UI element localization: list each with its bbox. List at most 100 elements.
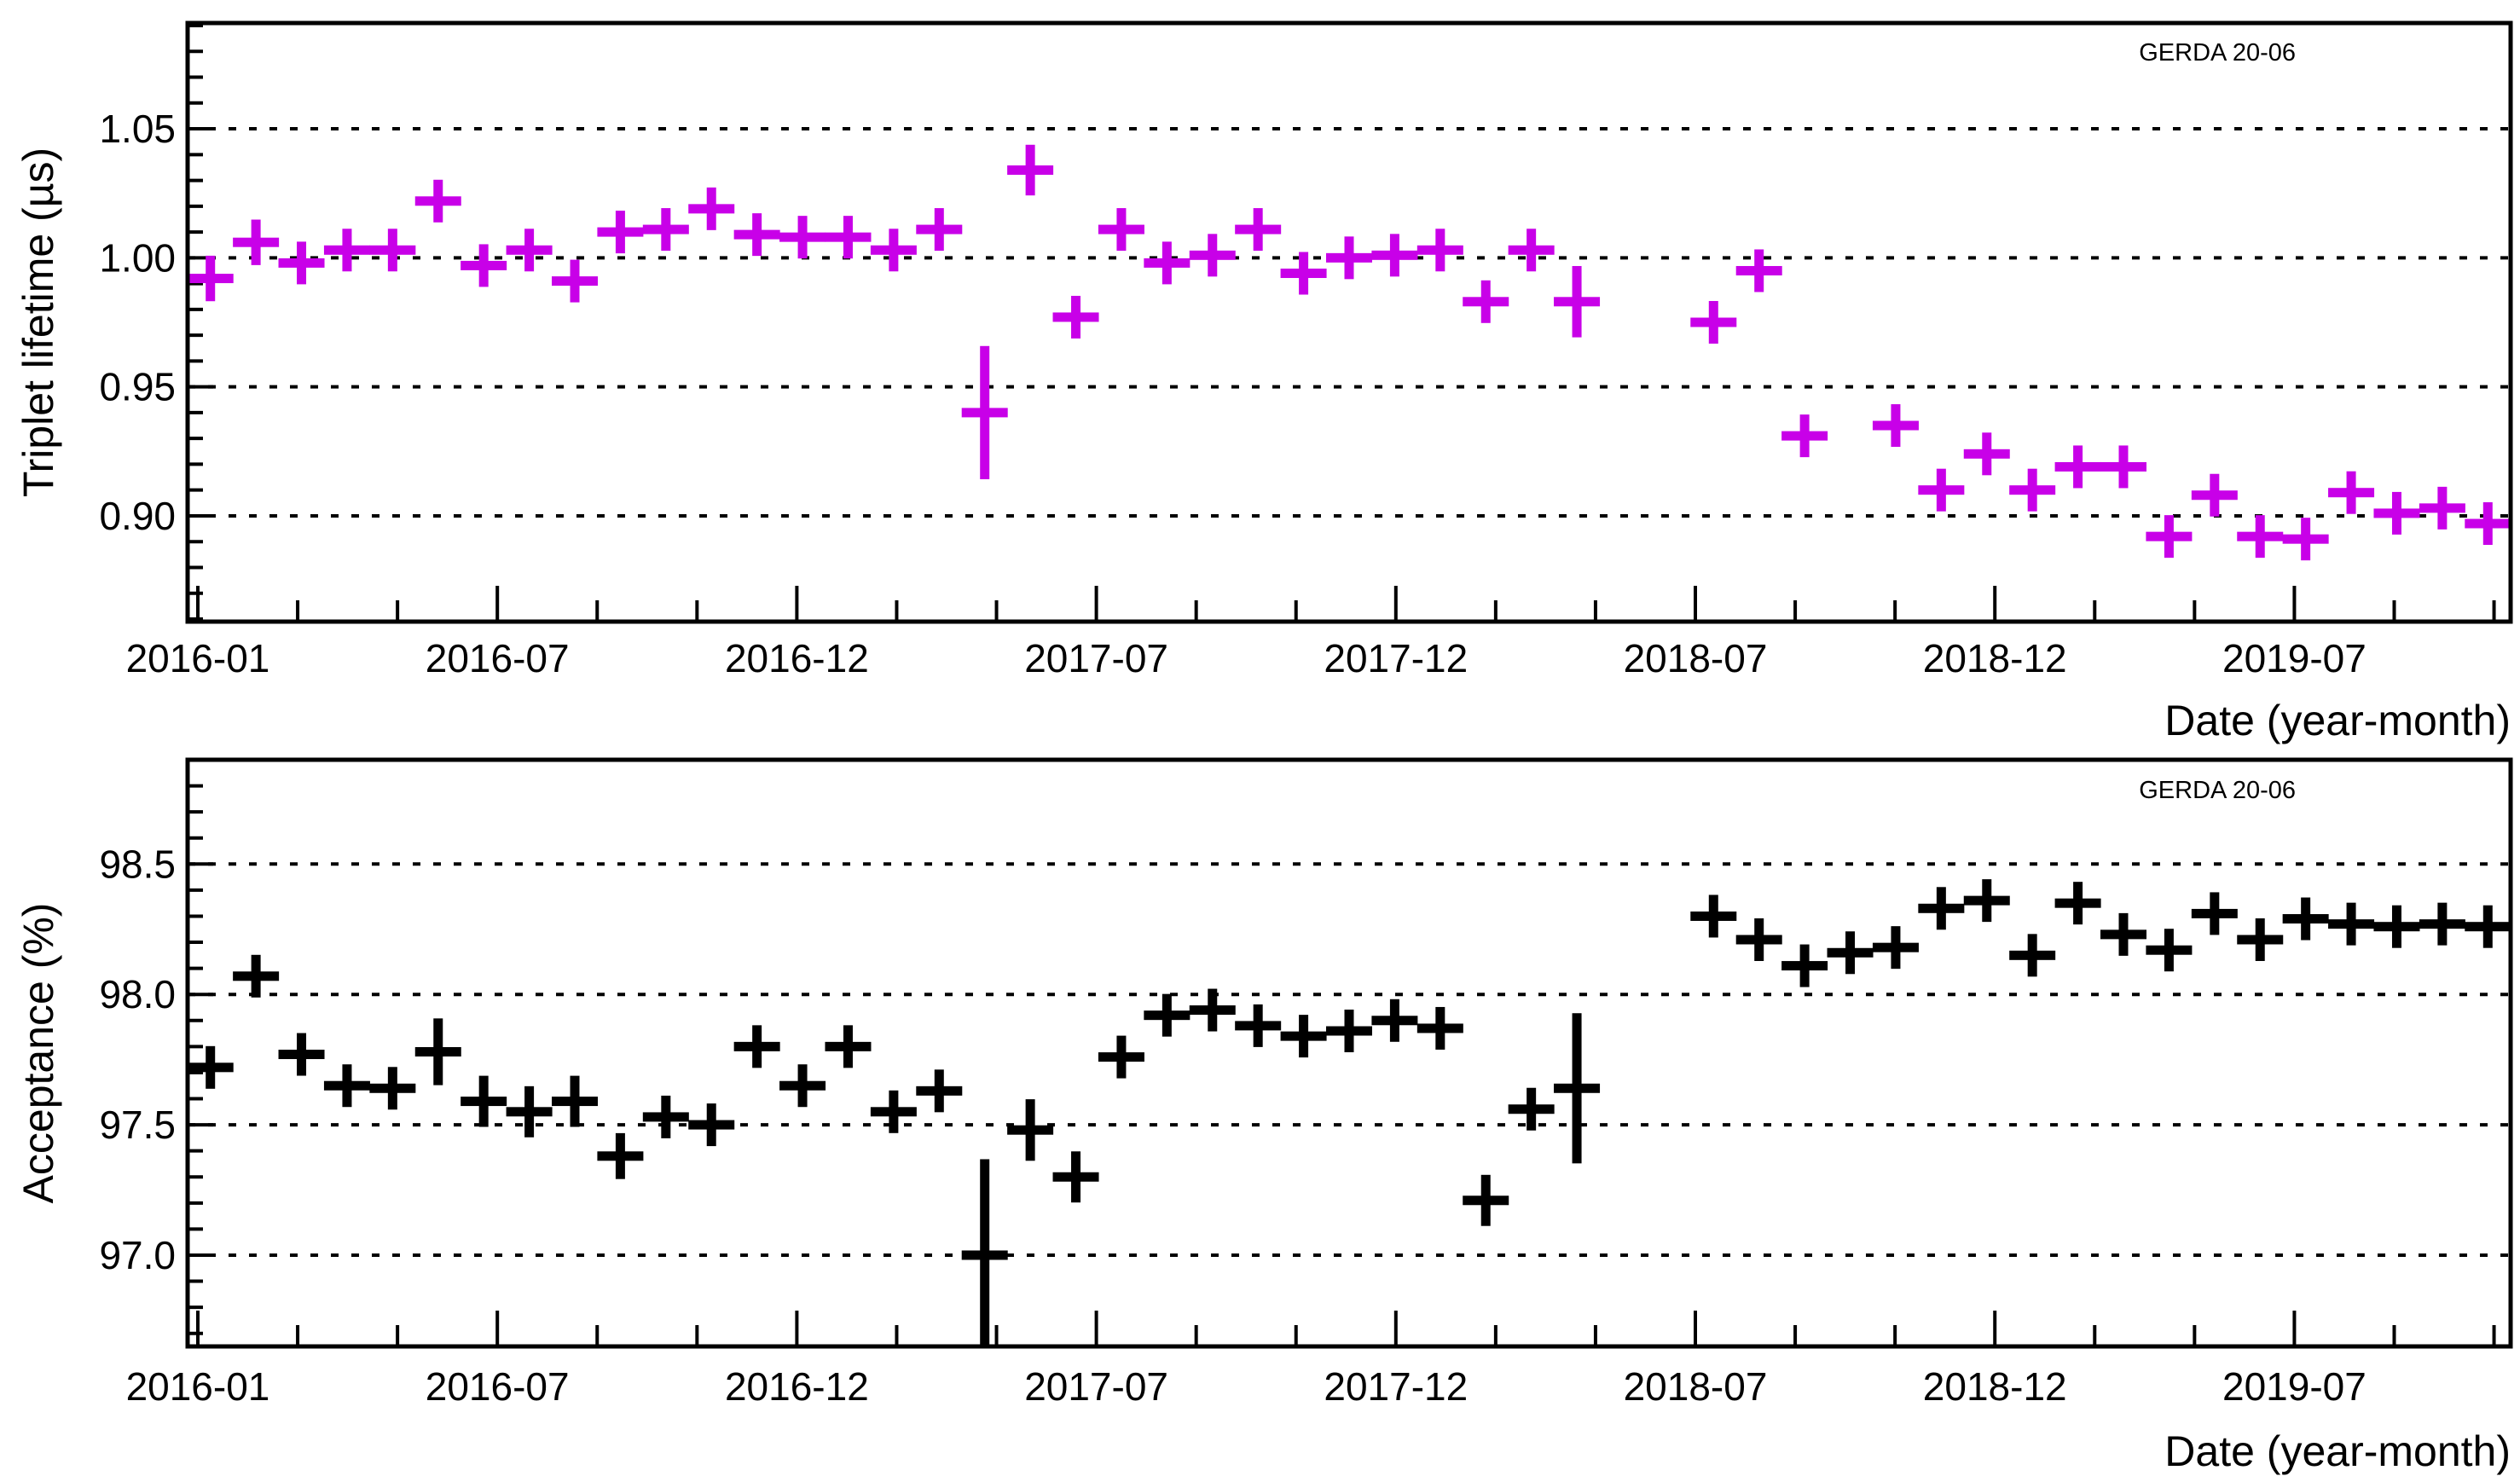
data-point xyxy=(552,1075,598,1127)
data-point xyxy=(188,1045,234,1089)
y-error-bar xyxy=(843,1025,853,1068)
y-error-bar xyxy=(2391,905,2401,948)
y-error-bar xyxy=(342,229,352,272)
data-point xyxy=(278,1033,325,1076)
data-point xyxy=(323,1064,370,1108)
y-error-bar xyxy=(2482,502,2493,546)
data-point xyxy=(916,1069,963,1113)
y-error-bar xyxy=(889,1090,899,1133)
data-point xyxy=(2100,912,2146,956)
data-point xyxy=(597,1132,644,1179)
y-error-bar xyxy=(1936,887,1946,930)
data-point xyxy=(1280,1015,1327,1058)
y-error-bar xyxy=(297,241,307,285)
y-error-bar xyxy=(1480,1174,1491,1226)
lifetime-y-axis-title: Triplet lifetime (µs) xyxy=(14,148,62,497)
y-error-bar xyxy=(1389,234,1399,277)
data-point xyxy=(1463,1174,1509,1226)
data-point xyxy=(2419,486,2465,530)
acceptance-panel: 97.0 97.5 98.0 98.5 2016-01 2016-07 2016-12 201… xyxy=(99,757,2513,1409)
y-tick-label: 0.95 xyxy=(99,365,176,409)
data-point xyxy=(1189,988,1236,1032)
x-tick-label: 2019-07 xyxy=(2222,1364,2366,1409)
data-point xyxy=(233,954,280,998)
data-point xyxy=(1554,1013,1601,1164)
y-error-bar xyxy=(2437,902,2448,946)
y-error-bar xyxy=(524,229,535,272)
y-error-bar xyxy=(1071,295,1081,339)
data-point xyxy=(323,229,370,272)
y-error-bar xyxy=(1253,208,1263,252)
data-point xyxy=(1735,918,1782,961)
data-point xyxy=(2465,905,2511,948)
y-error-bar xyxy=(2210,892,2220,935)
y-error-bar xyxy=(1116,208,1127,252)
y-error-bar xyxy=(1572,265,1582,338)
data-point xyxy=(779,1064,826,1108)
y-error-bar xyxy=(2482,905,2493,948)
data-point xyxy=(1235,208,1282,252)
y-error-bar xyxy=(2073,882,2083,925)
x-tick-label: 2016-01 xyxy=(126,1364,270,1409)
y-error-bar xyxy=(1799,414,1810,458)
data-point xyxy=(461,1075,507,1127)
data-point xyxy=(2146,929,2193,972)
x-tick-label: 2016-12 xyxy=(725,1364,869,1409)
data-point xyxy=(688,1103,735,1147)
y-error-bar xyxy=(478,244,489,287)
y-error-bar xyxy=(2255,918,2265,961)
data-point xyxy=(825,216,872,259)
x-tick-label: 2018-07 xyxy=(1624,1364,1768,1409)
data-point xyxy=(2191,892,2238,935)
y-error-bar xyxy=(615,1132,625,1179)
y-error-bar xyxy=(297,1033,307,1076)
y-error-bar xyxy=(251,954,261,998)
data-point xyxy=(1280,252,1327,295)
y-error-bar xyxy=(752,1025,762,1068)
data-point xyxy=(1508,229,1555,272)
data-point xyxy=(2282,518,2329,561)
y-error-bar xyxy=(206,1045,216,1089)
data-points xyxy=(188,879,2511,1346)
x-tick-label: 2016-07 xyxy=(426,1364,570,1409)
data-point xyxy=(2282,897,2329,941)
data-point xyxy=(1827,931,1874,975)
data-point xyxy=(1918,468,1965,512)
x-tick-label: 2017-07 xyxy=(1024,636,1168,680)
y-error-bar xyxy=(1572,1013,1582,1164)
y-error-bar xyxy=(2391,491,2401,535)
data-point xyxy=(870,1090,917,1133)
data-point xyxy=(1007,144,1054,196)
data-point xyxy=(461,244,507,287)
x-tick-label: 2017-07 xyxy=(1024,1364,1168,1409)
y-error-bar xyxy=(1480,280,1491,323)
data-point xyxy=(825,1025,872,1068)
data-point xyxy=(1508,1087,1555,1131)
data-point xyxy=(1144,993,1190,1037)
y-error-bar xyxy=(524,1085,535,1138)
y-error-bar xyxy=(1344,1010,1354,1053)
y-error-bar xyxy=(2118,912,2129,956)
data-point xyxy=(642,1095,689,1138)
data-point xyxy=(870,229,917,272)
y-error-bar xyxy=(706,187,716,230)
data-point xyxy=(733,1025,780,1068)
y-error-bar xyxy=(433,179,443,223)
y-error-bar xyxy=(2346,471,2356,514)
y-error-bar xyxy=(1982,879,1992,923)
data-point xyxy=(1963,879,2010,923)
data-point xyxy=(961,1159,1008,1346)
y-error-bar xyxy=(1526,1087,1537,1131)
y-error-bar xyxy=(706,1103,716,1147)
data-point xyxy=(414,1018,461,1085)
data-points xyxy=(188,144,2511,561)
data-point xyxy=(552,259,598,303)
data-point xyxy=(1098,1035,1144,1079)
data-point xyxy=(916,208,963,252)
data-point xyxy=(2054,445,2101,489)
y-error-bar xyxy=(1071,1151,1081,1203)
data-point xyxy=(188,255,234,302)
y-error-bar xyxy=(843,216,853,259)
data-point xyxy=(2146,515,2193,559)
data-point xyxy=(1052,1151,1099,1203)
